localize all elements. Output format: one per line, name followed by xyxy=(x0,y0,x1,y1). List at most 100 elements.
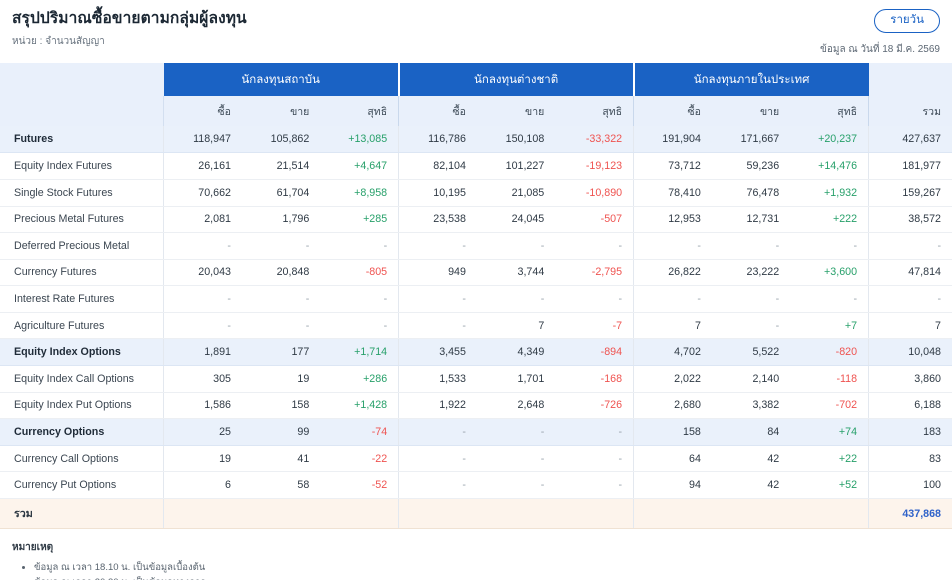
data-cell: 58 xyxy=(241,471,321,500)
row-label: Equity Index Futures xyxy=(0,152,165,180)
data-cell: 2,140 xyxy=(711,365,791,393)
data-cell: - xyxy=(633,232,712,260)
row-label: Deferred Precious Metal xyxy=(0,232,165,260)
page-header: สรุปปริมาณซื้อขายตามกลุ่มผู้ลงทุน หน่วย … xyxy=(0,0,952,55)
data-cell: 21,514 xyxy=(241,152,321,180)
total-group-blank xyxy=(868,63,952,97)
data-cell: 116,786 xyxy=(398,126,477,154)
row-label: Single Stock Futures xyxy=(0,179,165,207)
data-cell: -894 xyxy=(555,338,634,367)
page-title: สรุปปริมาณซื้อขายตามกลุ่มผู้ลงทุน xyxy=(12,10,247,27)
table-row: Currency Call Options 19 41 -22- - -64 42 +22 83 xyxy=(0,445,952,473)
data-cell: 5,522 xyxy=(711,338,791,367)
data-cell: - xyxy=(163,312,242,340)
data-cell: 41 xyxy=(241,445,321,473)
table-row: Interest Rate Futures - - - - - - - - - - xyxy=(0,285,952,313)
row-total-cell: 181,977 xyxy=(868,152,952,180)
data-cell: -726 xyxy=(555,392,634,420)
row-label: Agriculture Futures xyxy=(0,312,165,340)
data-cell: - xyxy=(555,418,634,446)
data-cell: 78,410 xyxy=(633,179,712,207)
data-cell: 3,455 xyxy=(398,338,477,367)
data-cell: 158 xyxy=(241,392,321,420)
table-row: Equity Index Options 1,891 177 +1,714 3,455 4… xyxy=(0,338,952,367)
data-cell: 76,478 xyxy=(711,179,791,207)
data-cell: -7 xyxy=(555,312,634,340)
data-cell: -74 xyxy=(320,418,399,446)
data-cell: +3,600 xyxy=(790,259,869,287)
data-cell: - xyxy=(320,312,399,340)
data-cell: 12,953 xyxy=(633,206,712,234)
grand-total-cell xyxy=(398,498,477,530)
table-row: Equity Index Futures 26,161 21,514 +4,647 82… xyxy=(0,152,952,180)
sub-header-local-buy: ซื้อ xyxy=(633,96,712,127)
data-cell: 23,538 xyxy=(398,206,477,234)
data-cell: +13,085 xyxy=(320,126,399,154)
label-column-header xyxy=(0,63,164,97)
data-cell: -820 xyxy=(790,338,869,367)
data-cell: 1,796 xyxy=(241,206,321,234)
data-cell: - xyxy=(163,285,242,313)
data-cell: 2,081 xyxy=(163,206,242,234)
data-cell: 21,085 xyxy=(476,179,556,207)
data-cell: - xyxy=(320,285,399,313)
data-cell: - xyxy=(476,471,556,500)
grand-total-value: 437,868 xyxy=(868,498,952,530)
row-label: Currency Futures xyxy=(0,259,165,287)
data-cell: - xyxy=(790,285,869,313)
data-cell: 158 xyxy=(633,418,712,446)
data-cell: +222 xyxy=(790,206,869,234)
data-cell: -19,123 xyxy=(555,152,634,180)
data-cell: 10,195 xyxy=(398,179,477,207)
data-cell: - xyxy=(398,418,477,446)
row-label: Equity Index Options xyxy=(0,338,165,367)
data-cell: 61,704 xyxy=(241,179,321,207)
table-head: นักลงทุนสถาบัน นักลงทุนต่างชาติ นักลงทุน… xyxy=(0,63,952,127)
daily-toggle-button[interactable]: รายวัน xyxy=(874,9,940,34)
row-total-cell: 47,814 xyxy=(868,259,952,287)
data-cell: 1,586 xyxy=(163,392,242,420)
row-label: Precious Metal Futures xyxy=(0,206,165,234)
data-cell: 1,922 xyxy=(398,392,477,420)
data-cell: 1,533 xyxy=(398,365,477,393)
group-header-institutional: นักลงทุนสถาบัน xyxy=(163,63,400,97)
grand-total-cell xyxy=(320,498,399,530)
data-cell: 305 xyxy=(163,365,242,393)
data-cell: - xyxy=(241,285,321,313)
sub-header-inst-net: สุทธิ xyxy=(320,96,399,127)
row-label: Equity Index Call Options xyxy=(0,365,165,393)
data-cell: +1,714 xyxy=(320,338,399,367)
data-cell: 177 xyxy=(241,338,321,367)
data-cell: 105,862 xyxy=(241,126,321,154)
row-total-cell: 83 xyxy=(868,445,952,473)
row-total-cell: - xyxy=(868,285,952,313)
row-total-cell: 38,572 xyxy=(868,206,952,234)
data-cell: 24,045 xyxy=(476,206,556,234)
header-left: สรุปปริมาณซื้อขายตามกลุ่มผู้ลงทุน หน่วย … xyxy=(12,9,247,47)
data-cell: 42 xyxy=(711,445,791,473)
data-cell: -168 xyxy=(555,365,634,393)
data-cell: 73,712 xyxy=(633,152,712,180)
data-cell: +52 xyxy=(790,471,869,500)
data-cell: +22 xyxy=(790,445,869,473)
data-cell: 3,382 xyxy=(711,392,791,420)
row-total-cell: - xyxy=(868,232,952,260)
data-cell: - xyxy=(790,232,869,260)
data-cell: 20,848 xyxy=(241,259,321,287)
data-cell: 2,022 xyxy=(633,365,712,393)
footnotes-title: หมายเหตุ xyxy=(12,542,54,554)
sub-header-total: รวม xyxy=(868,96,952,127)
footnotes: หมายเหตุ ข้อมูล ณ เวลา 18.10 น. เป็นข้อม… xyxy=(0,529,952,580)
data-cell: - xyxy=(320,232,399,260)
data-cell: 2,648 xyxy=(476,392,556,420)
data-cell: 23,222 xyxy=(711,259,791,287)
table-row: Currency Futures 20,043 20,848 -805 949 3,744… xyxy=(0,259,952,287)
data-cell: 4,349 xyxy=(476,338,556,367)
data-cell: 26,161 xyxy=(163,152,242,180)
group-header-local: นักลงทุนภายในประเทศ xyxy=(633,63,869,97)
grand-total-cell xyxy=(241,498,321,530)
data-cell: -118 xyxy=(790,365,869,393)
data-cell: 6 xyxy=(163,471,242,500)
data-cell: 94 xyxy=(633,471,712,500)
